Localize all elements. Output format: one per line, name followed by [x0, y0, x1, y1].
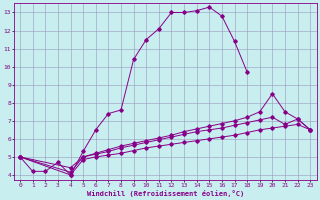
X-axis label: Windchill (Refroidissement éolien,°C): Windchill (Refroidissement éolien,°C)	[86, 190, 244, 197]
